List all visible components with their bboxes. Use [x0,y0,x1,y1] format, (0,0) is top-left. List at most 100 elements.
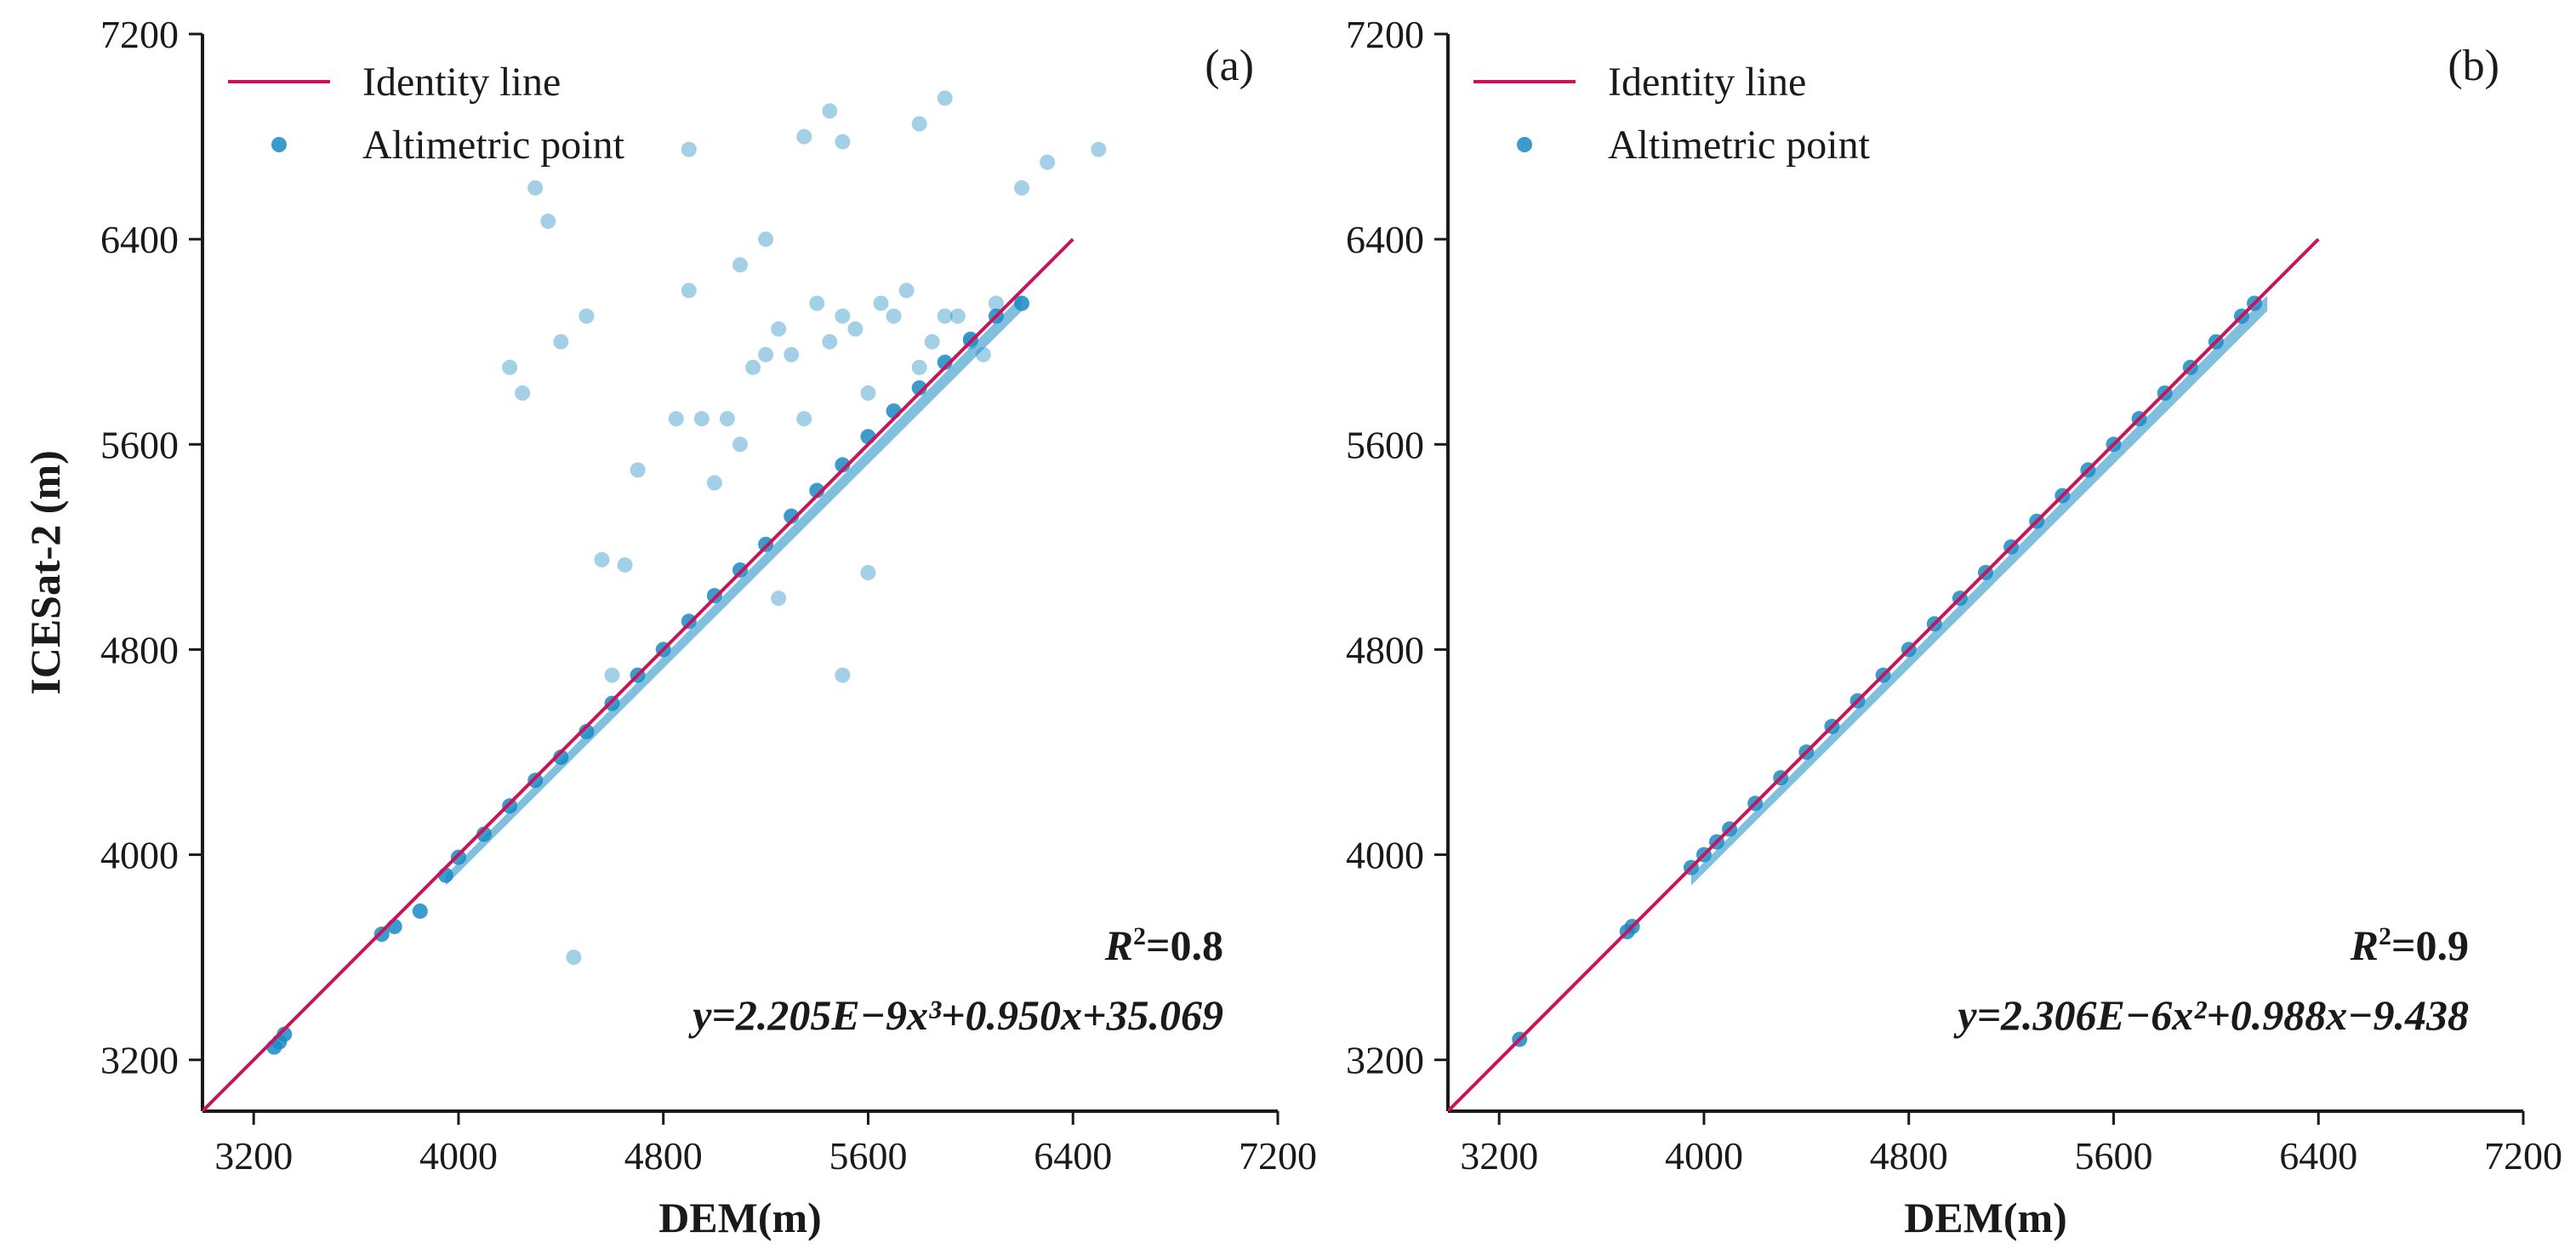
plot-area [202,90,1107,1111]
panel-label: (b) [2448,42,2499,90]
data-point [706,588,722,604]
x-tick-label: 4800 [624,1134,703,1178]
data-point [937,90,953,106]
legend: Identity line Altimetric point [228,60,625,168]
legend-label: Identity line [362,60,561,105]
data-point [911,116,927,132]
data-point [566,950,582,966]
data-point [553,334,569,350]
data-point [771,321,787,337]
data-point [745,359,761,375]
y-tick-label: 7200 [100,13,179,56]
data-point [835,308,851,324]
x-tick-label: 3200 [214,1134,293,1178]
legend-point-swatch [1517,137,1532,152]
legend-label: Altimetric point [1608,123,1871,168]
data-point [898,282,915,299]
data-point [719,411,735,427]
point-density-band [1690,295,2268,886]
data-point [911,359,927,375]
identity-line [1448,237,2320,1111]
data-point [822,103,838,119]
data-point [860,385,876,401]
data-point [988,295,1004,311]
x-tick-label: 5600 [829,1134,907,1178]
data-point [924,334,940,350]
data-point [937,308,953,324]
x-tick-label: 7200 [1239,1134,1317,1178]
data-point [784,346,800,362]
y-tick-label: 4800 [1346,628,1424,671]
data-point [796,411,812,427]
x-tick-label: 5600 [2074,1134,2152,1178]
data-point [835,134,851,150]
panel-b: 3200 4000 4800 5600 6400 7200 3200 4000 4800 5600… [1346,13,2562,1241]
legend: Identity line Altimetric point [1473,60,1871,168]
data-point [527,180,544,196]
data-point [758,536,774,552]
r-squared: R2=0.9 [2350,921,2469,969]
data-point [835,667,851,683]
data-point [860,565,876,580]
x-tick-label: 7200 [2484,1134,2562,1178]
y-axis-title: ICESat-2 (m) [21,450,69,694]
data-point [835,457,851,473]
fit-equation: y=2.205E−9x³+0.950x+35.069 [688,991,1223,1039]
legend-label: Identity line [1608,60,1806,105]
data-point [668,411,684,427]
data-point [771,590,787,607]
data-point [276,1026,293,1042]
data-point [847,321,863,337]
data-point [706,475,722,491]
legend-label: Altimetric point [362,123,625,168]
data-point [540,214,556,230]
data-point [937,354,953,370]
data-point [693,411,710,427]
data-point [873,295,889,311]
series-1 [502,90,1107,966]
x-tick-label: 6400 [1034,1134,1112,1178]
data-point [784,508,800,524]
data-point [502,359,518,375]
legend-point-swatch [271,137,287,152]
y-tick-label: 4000 [100,834,179,877]
data-point [604,667,620,683]
panel-label: (a) [1205,42,1254,90]
data-point [732,257,748,273]
data-point [732,562,748,578]
data-point [578,308,595,324]
y-tick-label: 3200 [100,1039,179,1082]
data-point [630,462,646,478]
plot-area [1448,237,2320,1111]
data-point [681,141,697,157]
data-point [822,334,838,350]
data-point [796,128,812,145]
data-point [1040,154,1056,170]
panel-a: 3200 4000 4800 5600 6400 7200 3200 4000 4800 5600… [21,13,1317,1241]
data-point [373,927,390,943]
x-tick-label: 4000 [1665,1134,1743,1178]
data-point [594,551,610,567]
data-point [809,295,825,311]
data-point [681,613,697,630]
y-tick-label: 6400 [1346,218,1424,261]
point-density-band [445,295,1023,886]
data-point [1091,141,1107,157]
data-point [886,308,902,324]
data-point [949,308,966,324]
y-tick-label: 5600 [1346,423,1424,466]
x-tick-label: 4000 [419,1134,498,1178]
y-tick-label: 6400 [100,218,179,261]
data-point [758,231,774,248]
x-tick-label: 3200 [1460,1134,1538,1178]
data-point [732,436,748,453]
data-point [1014,180,1030,196]
data-point [515,385,531,401]
y-tick-label: 5600 [100,423,179,466]
data-point [412,903,428,919]
data-point [681,282,697,299]
data-point [758,346,774,362]
fit-equation: y=2.306E−6x²+0.988x−9.438 [1953,991,2469,1039]
x-tick-label: 6400 [2279,1134,2357,1178]
